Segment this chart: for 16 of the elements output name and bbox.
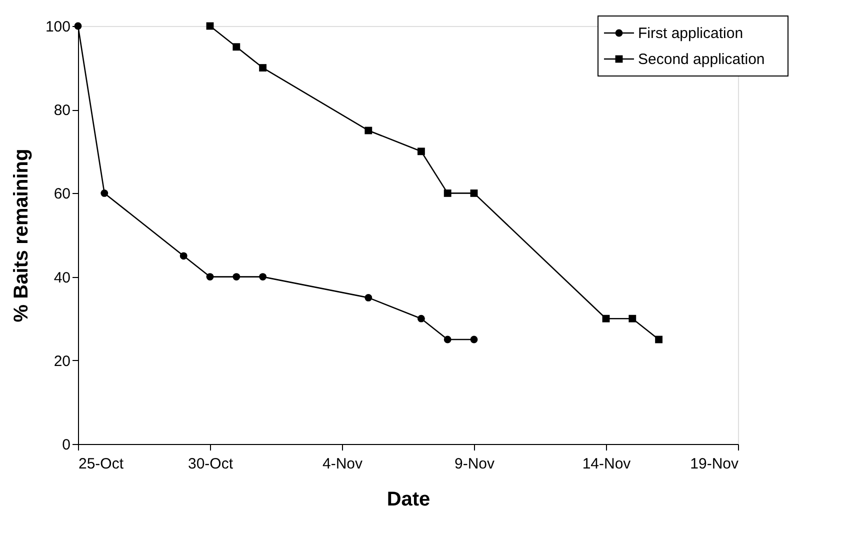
x-tick-label: 19-Nov: [690, 456, 739, 472]
y-tick-label: 100: [45, 18, 70, 36]
x-tick-label: 14-Nov: [582, 456, 632, 472]
y-tick-label: 20: [54, 352, 70, 370]
x-tick-label: 30-Oct: [188, 456, 234, 472]
legend-label: Second application: [638, 51, 765, 68]
x-tick-label: 25-Oct: [78, 456, 124, 472]
legend-label: First application: [638, 25, 744, 42]
y-tick-label: 0: [62, 436, 70, 454]
x-tick-label: 4-Nov: [322, 456, 364, 472]
y-tick-label: 80: [54, 102, 70, 120]
x-axis-title: Date: [386, 488, 430, 510]
y-axis-title: % Baits remaining: [10, 148, 32, 322]
x-tick-label: 9-Nov: [454, 456, 496, 472]
y-tick-label: 60: [54, 186, 70, 203]
y-tick-label: 40: [54, 269, 70, 286]
